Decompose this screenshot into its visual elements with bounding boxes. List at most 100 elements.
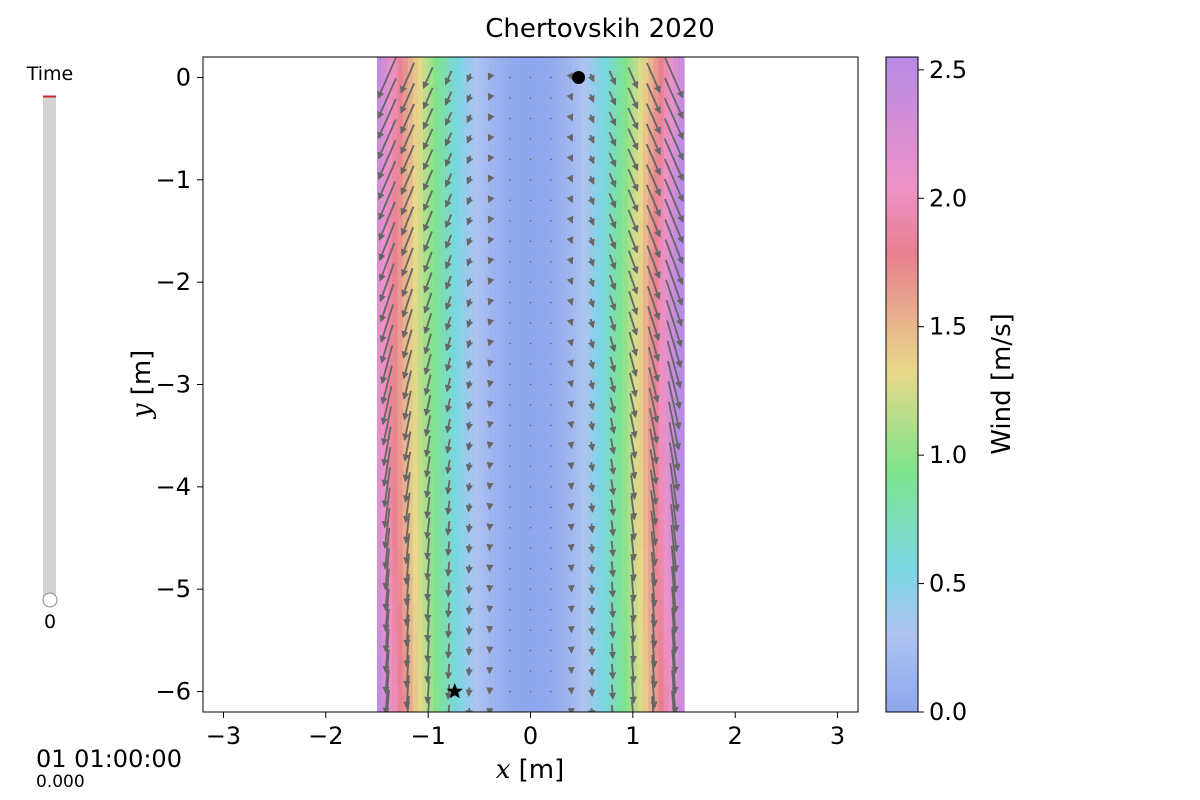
- heatmap-cell: [499, 248, 506, 276]
- heatmap-cell: [566, 466, 573, 495]
- quiver-arrow: [444, 255, 452, 270]
- quiver-arrow: [402, 451, 411, 483]
- heatmap-cell: [453, 248, 460, 276]
- heatmap-cell: [545, 220, 552, 249]
- heatmap-cell: [597, 193, 603, 222]
- time-slider-handle[interactable]: [42, 592, 58, 608]
- heatmap-cell: [607, 493, 613, 522]
- heatmap-cell: [433, 329, 439, 358]
- heatmap-cell: [479, 411, 486, 440]
- heatmap-cell: [463, 684, 470, 712]
- heatmap-cell: [637, 275, 644, 304]
- heatmap-cell: [494, 439, 501, 467]
- heatmap-cell: [417, 329, 424, 358]
- heatmap-cell: [627, 275, 634, 304]
- heatmap-cell: [550, 520, 557, 549]
- quiver-arrow: [608, 70, 617, 86]
- quiver-dot: [550, 219, 552, 222]
- quiver-arrow: [444, 500, 453, 516]
- time-slider[interactable]: Time 0: [26, 63, 74, 633]
- quiver-dot: [509, 465, 511, 468]
- heatmap-cell: [376, 575, 383, 604]
- quiver-arrow: [668, 422, 681, 472]
- heatmap-cell: [591, 548, 598, 577]
- heatmap-cell: [632, 57, 639, 85]
- quiver-arrow: [424, 537, 432, 561]
- heatmap-cell: [504, 411, 511, 440]
- plot-area: −3 −2 −1 0 1 2 3 0−1−2−3−4−5−6: [156, 56, 859, 750]
- heatmap-cell: [504, 138, 511, 167]
- heatmap-cell: [535, 248, 542, 276]
- quiver-arrow: [627, 87, 639, 110]
- quiver-arrow: [567, 482, 575, 491]
- heatmap-cell: [499, 138, 506, 167]
- heatmap-cell: [520, 275, 526, 304]
- quiver-arrow: [402, 492, 411, 524]
- heatmap-cell: [469, 548, 475, 577]
- heatmap-cell: [658, 384, 665, 413]
- heatmap-cell: [566, 193, 573, 222]
- heatmap-cell: [663, 275, 670, 304]
- quiver-arrow: [667, 360, 682, 410]
- heatmap-cell: [643, 302, 649, 331]
- quiver-arrow: [610, 704, 614, 712]
- heatmap-cell: [407, 520, 414, 549]
- heatmap-cell: [417, 111, 424, 140]
- quiver-arrow: [402, 411, 412, 442]
- time-slider-track[interactable]: [43, 96, 56, 600]
- heatmap-cell: [438, 84, 445, 113]
- quiver-arrow: [670, 545, 679, 594]
- heatmap-cell: [566, 275, 573, 304]
- heatmap-cell: [448, 166, 455, 195]
- quiver-arrow: [400, 165, 415, 196]
- heatmap-cell: [540, 220, 547, 249]
- quiver-arrow: [424, 598, 432, 622]
- heatmap-cell: [540, 657, 547, 686]
- heatmap-cell: [622, 575, 629, 604]
- heatmap-cell: [612, 548, 619, 577]
- heatmap-cell: [627, 111, 634, 140]
- heatmap-cell: [561, 138, 567, 167]
- heatmap-cell: [561, 384, 567, 413]
- heatmap-cell: [612, 657, 619, 686]
- quiver-dot: [509, 281, 511, 283]
- quiver-arrow: [609, 417, 617, 435]
- heatmap-cell: [602, 57, 608, 85]
- heatmap-cell: [387, 657, 393, 686]
- heatmap-cell: [622, 302, 629, 331]
- heatmap-cell: [479, 684, 486, 712]
- heatmap-cell: [499, 193, 506, 222]
- heatmap-cell: [412, 166, 419, 195]
- heatmap-cell: [653, 329, 660, 358]
- heatmap-cell: [550, 384, 557, 413]
- quiver-arrow: [587, 134, 595, 144]
- heatmap-cell: [463, 520, 470, 549]
- heatmap-cell: [658, 329, 665, 358]
- heatmap-cell: [387, 166, 393, 195]
- quiver-arrow: [646, 265, 661, 300]
- heatmap-cell: [433, 275, 439, 304]
- heatmap-cell: [499, 493, 506, 522]
- quiver-arrow: [403, 614, 411, 648]
- heatmap-cell: [510, 548, 516, 577]
- heatmap-cell: [504, 439, 511, 467]
- heatmap-cell: [597, 248, 603, 276]
- quiver-arrow: [382, 669, 390, 712]
- quiver-arrow: [608, 193, 617, 209]
- heatmap-cell: [397, 493, 404, 522]
- heatmap-cell: [412, 657, 419, 686]
- heatmap-cell: [586, 193, 593, 222]
- heatmap-cell: [520, 111, 526, 140]
- heatmap-cell: [392, 384, 399, 413]
- quiver-arrow: [670, 524, 680, 573]
- heatmap-cell: [494, 548, 501, 577]
- heatmap-cell: [617, 220, 624, 249]
- heatmap-cell: [550, 630, 557, 659]
- heatmap-cell: [448, 657, 455, 686]
- heatmap-cell: [515, 357, 521, 386]
- heatmap-cell: [668, 193, 675, 222]
- heatmap-cell: [387, 520, 393, 549]
- heatmap-cell: [376, 466, 383, 495]
- heatmap-cell: [612, 193, 619, 222]
- heatmap-cell: [627, 548, 634, 577]
